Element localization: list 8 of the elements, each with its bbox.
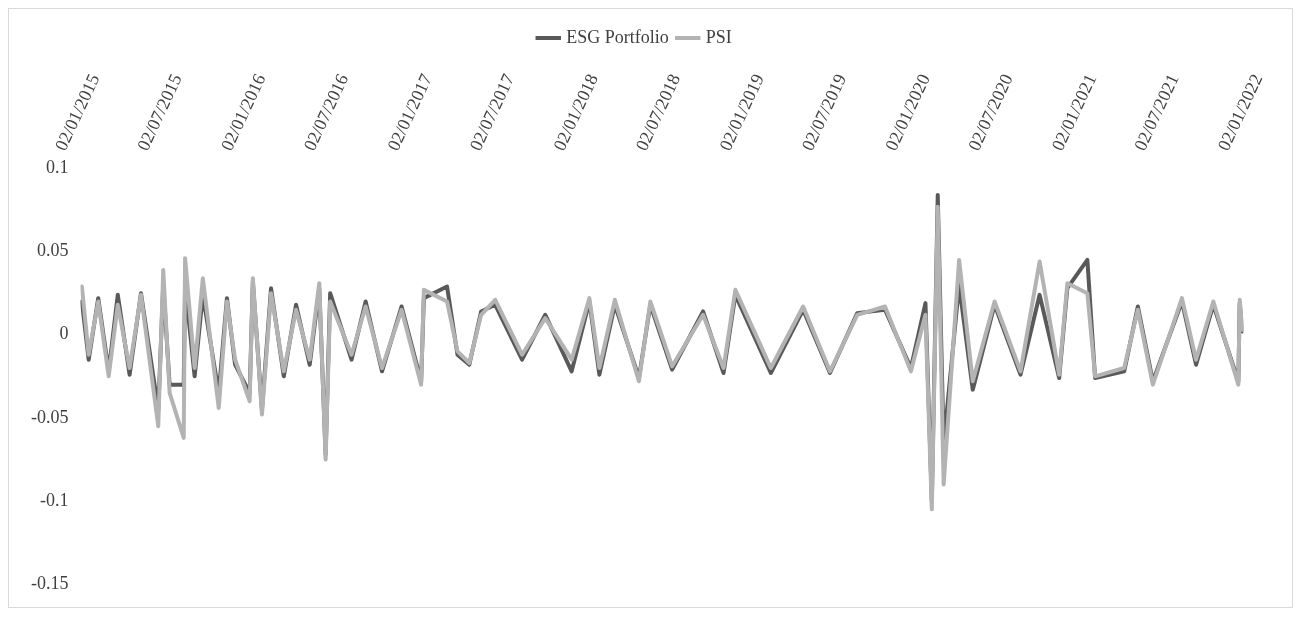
y-tick-label: -0.1 — [39, 489, 69, 510]
y-tick-label: 0 — [59, 323, 69, 344]
legend-label: ESG Portfolio — [566, 26, 669, 47]
y-tick-label: -0.05 — [30, 406, 69, 427]
y-tick-label: 0.05 — [36, 240, 69, 261]
legend-label: PSI — [705, 26, 732, 47]
y-tick-label: 0.1 — [45, 157, 69, 178]
y-tick-label: -0.15 — [30, 572, 69, 593]
